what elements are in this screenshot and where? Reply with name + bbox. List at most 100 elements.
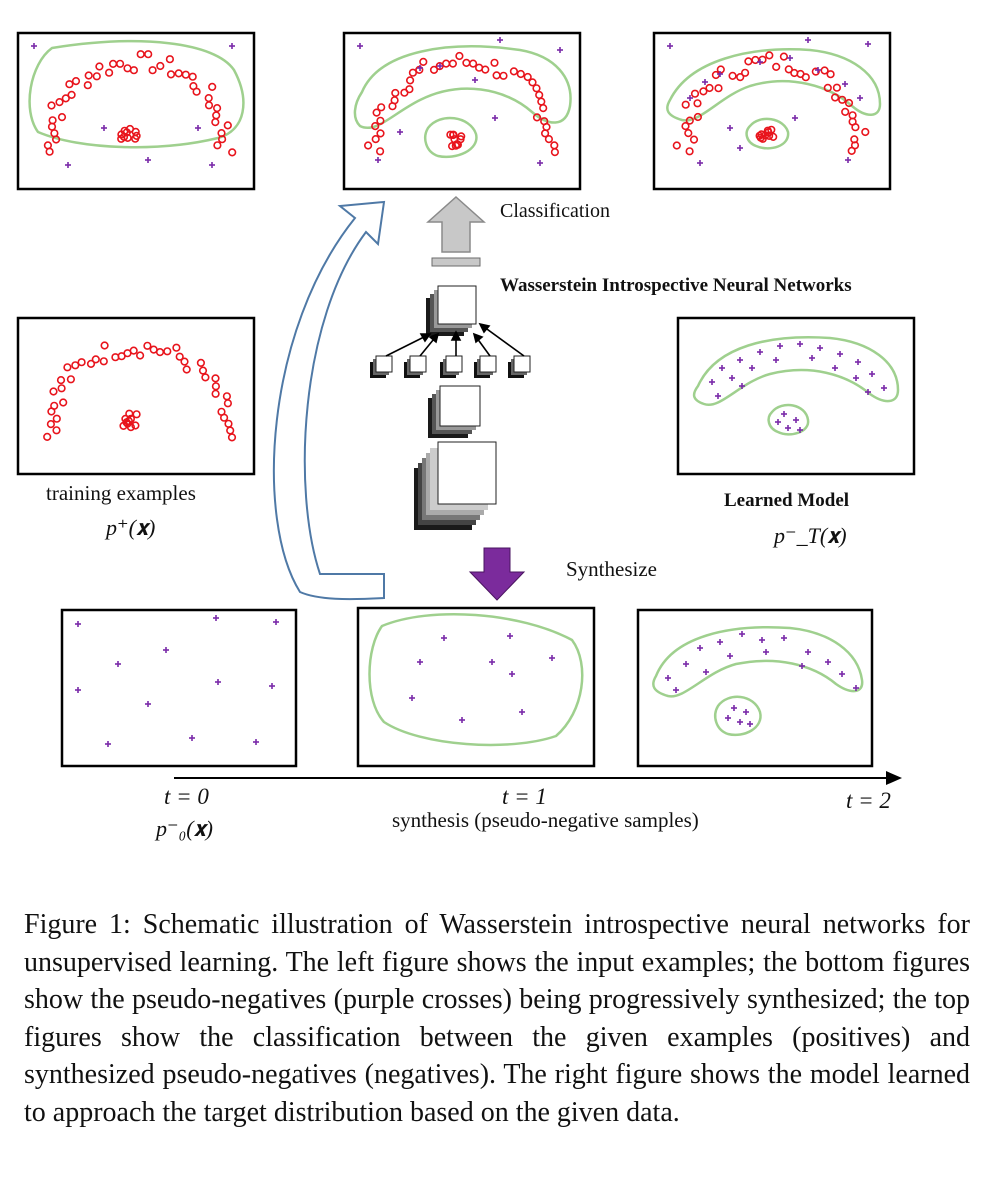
decision-boundary [652,626,864,698]
positive-sample [481,65,490,74]
positive-sample [223,399,232,408]
positive-sample [769,132,778,141]
positive-sample [95,62,104,71]
positive-sample [451,141,460,150]
positive-sample [92,72,101,81]
positive-sample [46,420,56,429]
positive-sample [528,78,537,87]
positive-sample [129,66,138,75]
positive-sample [736,72,745,82]
panel-learned-model [676,316,916,476]
positive-sample [469,59,478,68]
positive-sample [165,55,174,64]
positive-sample [211,117,220,127]
positive-sample [208,82,217,91]
positive-sample [43,141,53,150]
positive-sample [55,97,64,107]
positive-sample [429,65,439,74]
positive-sample [550,148,560,157]
positive-sample [143,341,152,350]
learned-model-math: p⁻_T(𝐱) [774,523,847,548]
positive-sample [681,121,690,131]
positive-sample [52,414,61,423]
positive-sample [218,135,227,144]
positive-sample [811,67,820,76]
panel-bottom-t1 [356,606,596,768]
positive-sample [684,129,693,138]
positive-sample [156,61,165,71]
positive-sample [685,116,694,125]
positive-sample [47,101,56,110]
positive-sample [690,89,700,98]
winn-label: Wasserstein Introspective Neural Network… [500,275,852,296]
positive-sample [830,93,840,102]
positive-sample [50,401,59,410]
t1-label: t = 1 [502,784,547,809]
decision-boundary [692,336,900,407]
positive-sample [129,346,138,355]
positive-sample [755,131,764,140]
t2-label: t = 2 [846,788,891,813]
neural-network-icon [370,257,531,530]
positive-sample [832,83,842,92]
decision-boundary-small [767,403,810,436]
positive-sample [117,134,126,143]
positive-sample [84,71,93,80]
positive-sample [699,87,708,96]
positive-sample [685,147,694,156]
positive-sample [499,71,508,80]
positive-sample [188,72,197,81]
positive-sample [59,398,68,407]
positive-sample [532,113,542,122]
positive-sample [672,141,681,150]
positives-cluster [117,124,141,143]
positive-sample [91,355,100,364]
training-label: training examples [46,481,196,505]
positive-sample [119,421,128,431]
positive-sample [779,52,789,61]
learned-model-label: Learned Model [724,490,850,511]
positive-sample [693,112,703,122]
positives-arc [43,50,237,157]
positive-sample [213,103,222,113]
decision-boundary [28,40,245,149]
panel-top-left [16,31,256,191]
positive-sample [99,357,108,366]
positive-sample [532,84,541,93]
positive-sample [693,99,702,108]
positive-sample [126,423,135,432]
positive-sample [448,59,458,68]
positive-sample [740,68,750,77]
positive-sample [705,83,714,93]
positive-sample [204,101,214,110]
positive-sample [391,88,400,98]
panel-bottom-t0 [60,608,298,768]
decision-boundary-small [424,116,478,159]
positive-sample [784,65,793,74]
positive-sample [372,108,381,117]
positive-sample [838,95,847,104]
positive-sample [43,432,52,442]
decision-boundary-small [745,117,790,150]
positive-sample [376,116,385,125]
positive-sample [851,123,860,132]
positive-sample [371,121,380,131]
positive-sample [57,384,66,393]
positive-sample [228,148,237,157]
figure-caption: Figure 1: Schematic illustration of Wass… [24,906,970,1131]
positive-sample [681,100,690,109]
down-arrow-icon [468,547,526,601]
positive-sample [148,66,157,75]
positive-sample [523,72,532,82]
positive-sample [172,343,181,352]
positive-sample [376,129,385,138]
positive-sample [144,50,153,59]
classification-label: Classification [500,200,610,222]
positive-sample [211,374,220,383]
positive-sample [175,352,184,361]
t0-math: p⁻₀(𝐱) [156,816,213,841]
panel-training [16,316,256,476]
positive-sample [71,361,80,370]
positive-sample [201,373,210,382]
positive-sample [419,57,428,67]
